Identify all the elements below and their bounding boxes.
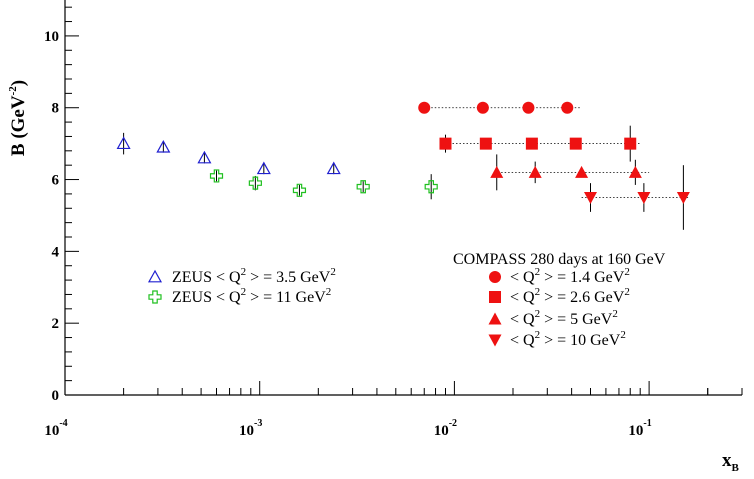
series-4 <box>490 154 649 190</box>
legend-marker <box>489 271 501 283</box>
data-point <box>561 102 573 114</box>
x-tick-label: 10-1 <box>628 418 651 439</box>
data-point <box>439 138 451 150</box>
legend-label: < Q2 > = 5 GeV2 <box>510 308 618 328</box>
data-point <box>522 102 534 114</box>
series-1 <box>211 170 438 199</box>
series-layer <box>118 102 690 230</box>
legend-marker <box>489 313 502 325</box>
data-point <box>480 138 492 150</box>
data-point <box>629 166 642 178</box>
data-point <box>624 138 636 150</box>
y-tick-label: 6 <box>52 173 60 189</box>
x-axis-title: xB <box>722 450 740 474</box>
data-point <box>637 192 650 204</box>
y-tick-label: 10 <box>44 29 59 45</box>
legend-item-0: ZEUS < Q2 > = 3.5 GeV2 <box>149 266 336 286</box>
legend-item-3: < Q2 > = 2.6 GeV2 <box>489 286 630 306</box>
series-3 <box>439 126 640 162</box>
y-tick-label: 4 <box>52 244 60 260</box>
y-tick-label: 8 <box>52 101 60 117</box>
x-tick-label: 10-2 <box>434 418 457 439</box>
series-2 <box>418 102 581 114</box>
compass-legend-title: COMPASS 280 days at 160 GeV <box>453 251 666 268</box>
legend-marker <box>489 291 501 303</box>
legend-label: ZEUS < Q2 > = 3.5 GeV2 <box>172 266 336 286</box>
data-point <box>529 166 542 178</box>
data-point <box>477 102 489 114</box>
x-tick-label: 10-4 <box>44 418 67 439</box>
data-point <box>570 138 582 150</box>
data-point <box>490 166 503 178</box>
legend-item-4: < Q2 > = 5 GeV2 <box>489 308 618 328</box>
y-tick-label: 0 <box>52 388 60 404</box>
axes-layer: 0 2 4 6 8 10 10-4 10-3 10-2 10-1 <box>44 7 742 439</box>
legend-item-5: < Q2 > = 10 GeV2 <box>489 329 626 349</box>
legend-label: ZEUS < Q2 > = 11 GeV2 <box>172 286 331 306</box>
legend-marker <box>149 271 161 282</box>
series-0 <box>118 133 340 174</box>
data-point <box>575 166 588 178</box>
x-tick-label: 10-3 <box>239 418 262 439</box>
y-axis-title: B (GeV-2) <box>7 80 29 156</box>
data-point <box>418 102 430 114</box>
legend-marker <box>149 291 161 303</box>
data-point <box>584 192 597 204</box>
y-tick-label: 2 <box>52 316 60 332</box>
legend-item-2: < Q2 > = 1.4 GeV2 <box>489 266 630 286</box>
legend-label: < Q2 > = 10 GeV2 <box>510 329 626 349</box>
data-point <box>677 192 690 204</box>
legend-item-1: ZEUS < Q2 > = 11 GeV2 <box>149 286 331 306</box>
data-point <box>526 138 538 150</box>
legend-marker <box>489 335 502 347</box>
legend-label: < Q2 > = 1.4 GeV2 <box>510 266 630 286</box>
legend-label: < Q2 > = 2.6 GeV2 <box>510 286 630 306</box>
